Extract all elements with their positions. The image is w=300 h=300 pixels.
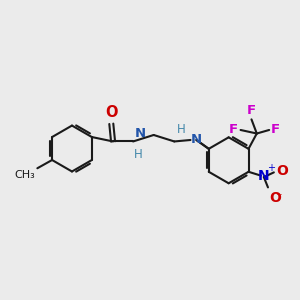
Text: CH₃: CH₃ [15,170,36,180]
Text: +: + [267,163,275,173]
Text: N: N [258,169,270,183]
Text: H: H [134,148,143,161]
Text: F: F [247,104,256,117]
Text: ⁻: ⁻ [276,191,282,204]
Text: O: O [269,191,281,205]
Text: F: F [229,124,238,136]
Text: N: N [134,127,146,140]
Text: N: N [191,133,202,146]
Text: F: F [271,124,280,136]
Text: O: O [105,105,118,120]
Text: H: H [176,123,185,136]
Text: O: O [276,164,288,178]
